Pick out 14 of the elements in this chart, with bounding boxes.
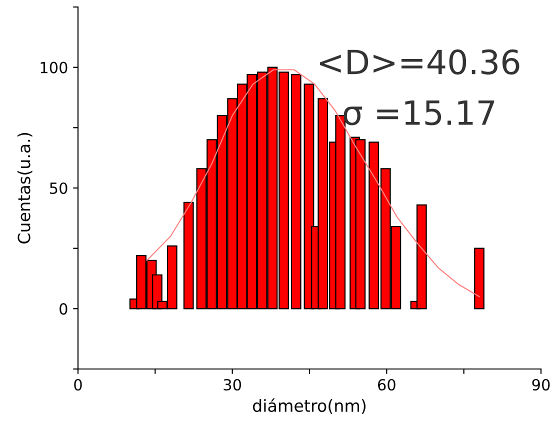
bar — [183, 202, 194, 310]
y-axis-title: Cuentas(u.a.) — [17, 133, 32, 244]
x-tick-label: 90 — [532, 378, 550, 391]
y-tick-label: 100 — [40, 62, 68, 74]
y-tick-label: 0 — [60, 303, 68, 315]
y-tick-label: 50 — [50, 182, 68, 194]
x-axis-title: diámetro(nm) — [252, 398, 366, 414]
x-tick-label: 0 — [74, 378, 82, 391]
x-tick-label: 60 — [378, 378, 396, 391]
bar — [474, 248, 484, 310]
annotation: σ =15.17 — [344, 100, 494, 126]
bar — [290, 74, 302, 310]
annotation: <D>=40.36 — [320, 49, 520, 75]
x-tick-label: 30 — [224, 378, 242, 391]
